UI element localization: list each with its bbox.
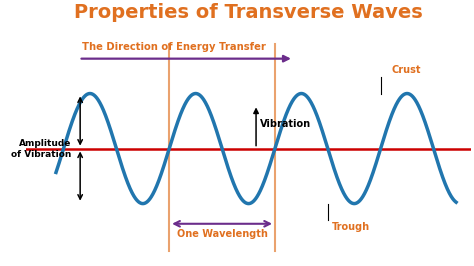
Text: One Wavelength: One Wavelength <box>177 229 267 239</box>
Text: Amplitude
of Vibration: Amplitude of Vibration <box>11 139 71 159</box>
Text: Vibration: Vibration <box>260 119 311 129</box>
Text: Crust: Crust <box>392 65 421 75</box>
Text: The Direction of Energy Transfer: The Direction of Energy Transfer <box>82 42 266 52</box>
Title: Properties of Transverse Waves: Properties of Transverse Waves <box>74 3 423 22</box>
Text: Trough: Trough <box>331 222 370 232</box>
